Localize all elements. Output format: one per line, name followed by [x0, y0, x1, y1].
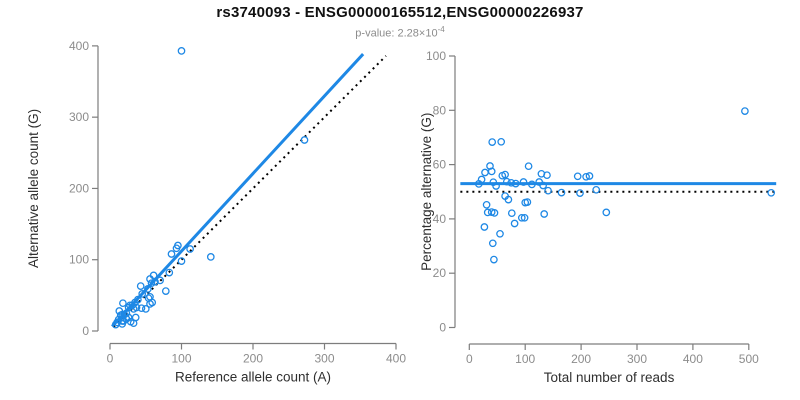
data-point [161, 287, 170, 295]
data-point [523, 198, 532, 206]
data-point [557, 188, 566, 197]
y-axis-title: Percentage alternative (G) [419, 113, 434, 271]
x-tick-label: 400 [386, 352, 406, 366]
data-point [502, 177, 511, 186]
data-point [507, 178, 516, 187]
data-point [488, 239, 497, 248]
data-point [165, 268, 174, 277]
data-point [119, 299, 127, 308]
x-tick-label: 100 [171, 352, 191, 366]
x-tick-label: 200 [243, 352, 263, 366]
data-point [492, 182, 500, 190]
data-point [488, 138, 497, 146]
data-point [134, 295, 142, 304]
data-point [496, 229, 504, 238]
data-point [148, 298, 157, 307]
data-point [490, 255, 498, 264]
y-tick-label: 200 [69, 181, 89, 195]
data-point [131, 313, 140, 322]
y-axis-title: Alternative allele count (G) [26, 109, 41, 268]
data-point [573, 172, 582, 181]
data-point [300, 136, 309, 144]
data-point [524, 162, 533, 171]
data-point [124, 313, 133, 322]
data-point [144, 285, 152, 293]
x-axis-title: Reference allele count (A) [175, 370, 331, 385]
data-point [504, 195, 513, 204]
x-tick-label: 100 [515, 352, 535, 366]
p-value-exponent: -4 [437, 25, 445, 34]
y-tick-label: 400 [69, 39, 89, 53]
data-point [511, 179, 520, 188]
x-tick-label: 300 [314, 352, 334, 366]
data-point [206, 253, 215, 261]
x-tick-label: 400 [683, 352, 703, 366]
data-point [520, 213, 529, 222]
data-point [501, 170, 509, 179]
data-point [585, 172, 594, 180]
data-point [540, 210, 549, 218]
data-point [156, 276, 164, 285]
data-point [592, 185, 601, 194]
data-point [507, 209, 516, 218]
data-point [177, 47, 186, 55]
plot-percentage-alternative: 0 20 40 60 80 100 0 100 200 300 400 500 Total number… [419, 49, 777, 385]
data-point [138, 290, 147, 298]
plot-allele-counts: 0 100 200 300 400 0 100 200 300 400 Reference alle… [26, 39, 406, 385]
p-value-subtitle: p-value: 2.28×10-4 [0, 25, 800, 40]
x-tick-label: 200 [571, 352, 591, 366]
data-point [477, 175, 486, 184]
page-title: rs3740093 - ENSG00000165512,ENSG00000226… [216, 4, 584, 21]
data-point [576, 189, 584, 197]
data-point [482, 200, 491, 209]
y-tick-label: 20 [433, 266, 447, 280]
y-tick-label: 60 [433, 158, 447, 172]
data-point [741, 107, 749, 115]
p-value-text: p-value: 2.28×10 [355, 27, 438, 40]
y-tick-label: 0 [439, 321, 446, 335]
x-tick-label: 300 [627, 352, 647, 366]
y-tick-label: 0 [82, 324, 89, 338]
data-point [510, 219, 519, 228]
data-point [167, 250, 176, 258]
data-point [543, 171, 551, 180]
data-point [519, 178, 528, 186]
data-point [132, 303, 141, 312]
data-point [481, 168, 489, 177]
y-tick-label: 100 [69, 253, 89, 267]
data-point [539, 181, 547, 190]
y-tick-label: 80 [433, 103, 447, 117]
data-point [480, 223, 489, 231]
data-point [490, 209, 499, 217]
y-tick-label: 40 [433, 212, 447, 226]
data-point [517, 213, 526, 222]
data-point [497, 137, 506, 146]
data-point [528, 180, 536, 189]
identity-line [112, 55, 387, 329]
data-point [186, 245, 194, 253]
data-point [582, 172, 590, 181]
x-tick-label: 500 [739, 352, 759, 366]
data-point [544, 186, 552, 195]
data-point [767, 188, 776, 197]
data-point [602, 208, 611, 217]
data-point [147, 279, 156, 288]
x-axis-title: Total number of reads [544, 370, 675, 385]
data-point [487, 167, 496, 176]
y-tick-label: 100 [426, 49, 446, 63]
data-point [137, 304, 146, 313]
data-point [177, 257, 186, 265]
data-point [141, 305, 150, 313]
y-tick-label: 300 [69, 110, 89, 124]
data-point [136, 282, 145, 290]
x-tick-label: 0 [466, 352, 473, 366]
data-point [151, 277, 159, 286]
data-point [174, 241, 182, 250]
x-tick-label: 0 [107, 352, 114, 366]
